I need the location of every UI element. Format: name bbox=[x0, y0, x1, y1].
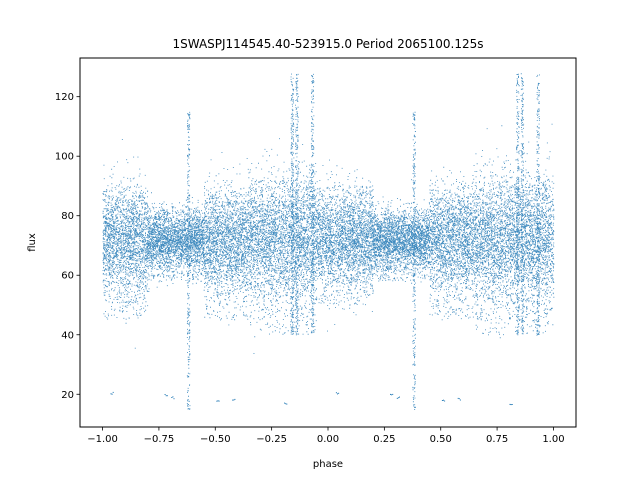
outlier-point bbox=[444, 400, 446, 402]
outlier-point bbox=[217, 400, 219, 402]
low-outlier-points bbox=[110, 391, 513, 406]
outlier-point bbox=[164, 394, 166, 395]
x-axis-ticks: −1.00 −0.75 −0.50 −0.25 0.00 0.25 0.50 0.75 1.00 bbox=[87, 427, 565, 445]
scatter-point-cloud bbox=[102, 73, 555, 411]
outlier-point bbox=[509, 403, 511, 405]
y-tick-label: 40 bbox=[61, 330, 74, 341]
x-tick-label: 1.00 bbox=[542, 434, 564, 445]
y-tick-label: 80 bbox=[61, 211, 74, 222]
x-tick-label: −0.75 bbox=[144, 434, 175, 445]
x-tick-label: 0.00 bbox=[317, 434, 339, 445]
outlier-point bbox=[171, 397, 173, 398]
outlier-point bbox=[166, 395, 168, 397]
x-tick-label: 0.25 bbox=[373, 434, 395, 445]
outlier-point bbox=[392, 393, 394, 395]
x-tick-label: −1.00 bbox=[87, 434, 118, 445]
outlier-point bbox=[216, 400, 218, 402]
outlier-point bbox=[233, 399, 235, 401]
x-tick-label: −0.50 bbox=[200, 434, 231, 445]
outlier-point bbox=[510, 404, 512, 406]
outlier-point bbox=[338, 392, 340, 394]
outlier-point bbox=[443, 399, 444, 401]
outlier-point bbox=[396, 397, 398, 399]
x-tick-label: −0.25 bbox=[256, 434, 287, 445]
outlier-point bbox=[284, 402, 286, 404]
outlier-point bbox=[165, 395, 167, 397]
outlier-point bbox=[391, 394, 393, 396]
outlier-point bbox=[458, 398, 460, 400]
y-axis-label: flux bbox=[27, 233, 38, 252]
outlier-point bbox=[173, 398, 175, 400]
outlier-point bbox=[286, 403, 288, 405]
y-axis-ticks: 20 40 60 80 100 120 bbox=[55, 92, 80, 401]
outlier-point bbox=[399, 396, 400, 398]
x-tick-label: 0.75 bbox=[486, 434, 508, 445]
outlier-point bbox=[111, 393, 113, 395]
outlier-point bbox=[285, 403, 287, 405]
y-tick-label: 20 bbox=[61, 390, 74, 401]
outlier-point bbox=[112, 391, 114, 393]
outlier-point bbox=[459, 399, 461, 401]
x-axis-label: phase bbox=[313, 459, 343, 470]
outlier-point bbox=[335, 392, 337, 394]
chart-title: 1SWASPJ114545.40-523915.0 Period 2065100… bbox=[172, 37, 483, 51]
outlier-point bbox=[110, 393, 112, 395]
y-tick-label: 60 bbox=[61, 271, 74, 282]
outlier-point bbox=[397, 397, 399, 399]
y-tick-label: 120 bbox=[55, 92, 74, 103]
outlier-point bbox=[234, 398, 236, 400]
y-tick-label: 100 bbox=[55, 152, 74, 163]
scatter-points bbox=[102, 73, 555, 411]
outlier-point bbox=[172, 396, 174, 398]
outlier-point bbox=[457, 397, 459, 399]
outlier-point bbox=[337, 393, 338, 395]
outlier-point bbox=[511, 404, 513, 405]
outlier-point bbox=[441, 400, 443, 401]
outlier-point bbox=[232, 399, 234, 401]
x-tick-label: 0.50 bbox=[430, 434, 452, 445]
outlier-point bbox=[390, 393, 391, 395]
outlier-point bbox=[218, 400, 220, 402]
